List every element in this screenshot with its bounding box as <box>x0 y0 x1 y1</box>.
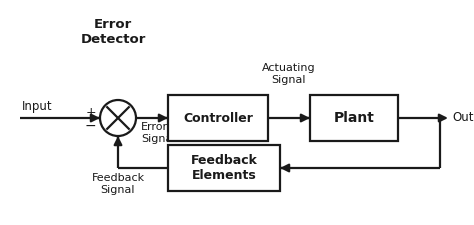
Text: Feedback
Signal: Feedback Signal <box>91 173 145 195</box>
Text: Feedback
Elements: Feedback Elements <box>191 154 257 182</box>
Bar <box>168 145 280 191</box>
Bar <box>168 95 268 141</box>
Text: Plant: Plant <box>334 111 374 125</box>
Bar <box>310 95 398 141</box>
Text: Input: Input <box>22 100 53 113</box>
Text: Output: Output <box>452 112 474 124</box>
Text: +: + <box>85 106 96 119</box>
Text: −: − <box>84 119 96 133</box>
Text: Controller: Controller <box>183 112 253 124</box>
Text: Error
Signal: Error Signal <box>141 122 175 144</box>
Text: Actuating
Signal: Actuating Signal <box>262 63 316 85</box>
Text: Error
Detector: Error Detector <box>80 18 146 46</box>
